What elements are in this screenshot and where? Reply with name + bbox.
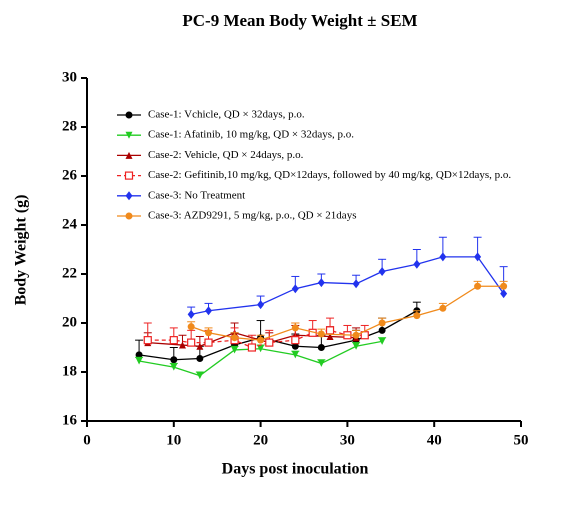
marker <box>247 343 257 352</box>
marker <box>205 329 213 337</box>
marker <box>135 351 143 359</box>
marker <box>143 336 152 345</box>
legend-label: Case-3: No Treatment <box>148 189 245 201</box>
marker <box>196 355 204 363</box>
legend-marker <box>125 131 133 139</box>
legend-marker <box>125 151 133 159</box>
y-tick-label: 18 <box>62 363 77 379</box>
marker <box>439 252 447 262</box>
marker <box>135 357 143 365</box>
marker <box>231 346 239 354</box>
marker <box>187 323 195 331</box>
marker <box>378 267 386 277</box>
x-tick-label: 0 <box>83 432 91 448</box>
marker <box>352 342 360 350</box>
y-tick-label: 30 <box>62 69 77 85</box>
marker <box>170 363 178 371</box>
marker <box>325 326 335 335</box>
y-tick-label: 16 <box>62 412 78 428</box>
x-tick-label: 20 <box>253 432 268 448</box>
marker <box>205 306 213 316</box>
marker <box>257 336 265 344</box>
marker <box>291 351 299 359</box>
marker <box>187 309 195 319</box>
marker <box>500 282 508 290</box>
marker <box>291 342 299 350</box>
marker <box>257 345 265 353</box>
marker <box>169 336 178 345</box>
y-tick-label: 22 <box>62 265 77 281</box>
marker <box>352 331 360 339</box>
x-tick-label: 10 <box>166 432 181 448</box>
marker <box>196 342 204 350</box>
marker <box>317 344 325 351</box>
marker <box>317 359 325 367</box>
marker <box>291 284 299 294</box>
marker <box>187 338 196 347</box>
series-line <box>138 310 418 361</box>
marker <box>291 336 300 345</box>
legend-label: Case-3: AZD9291, 5 mg/kg, p.o., QD × 21d… <box>148 210 356 222</box>
y-tick-label: 24 <box>62 216 78 232</box>
y-axis-label: Body Weight (g) <box>13 195 30 306</box>
chart-title: PC-9 Mean Body Weight ± SEM <box>182 11 417 30</box>
marker <box>474 252 482 262</box>
x-tick-label: 30 <box>340 432 355 448</box>
marker <box>439 304 447 312</box>
marker <box>178 341 186 349</box>
marker <box>500 289 508 299</box>
marker <box>317 278 325 288</box>
x-tick-label: 40 <box>427 432 442 448</box>
marker <box>265 338 274 347</box>
marker <box>291 324 299 332</box>
marker <box>231 334 239 342</box>
marker <box>170 356 178 364</box>
x-axis-label: Days post inoculation <box>222 461 369 478</box>
legend-marker <box>124 171 134 180</box>
marker <box>352 279 360 289</box>
y-tick-label: 20 <box>62 314 77 330</box>
marker <box>378 326 386 334</box>
legend-label: Case-2: Gefitinib,10 mg/kg, QD×12days, f… <box>148 169 511 181</box>
legend-label: Case-2: Vehicle, QD × 24days, p.o. <box>148 149 304 161</box>
marker <box>204 338 213 347</box>
x-tick-label: 50 <box>514 432 529 448</box>
marker <box>413 259 421 269</box>
legend-marker <box>125 212 133 220</box>
y-tick-label: 28 <box>62 118 77 134</box>
marker <box>196 372 204 380</box>
marker <box>378 319 386 327</box>
y-tick-label: 26 <box>62 167 78 183</box>
series-line <box>191 256 505 316</box>
marker <box>413 312 421 320</box>
series-line <box>190 285 504 341</box>
marker <box>317 330 325 338</box>
marker <box>378 337 386 345</box>
legend-label: Case-1: Afatinib, 10 mg/kg, QD × 32days,… <box>148 129 354 141</box>
marker <box>257 300 265 310</box>
marker <box>326 332 334 340</box>
legend-marker <box>125 111 133 119</box>
legend-label: Case-1: Vchicle, QD × 32days, p.o. <box>148 109 305 121</box>
marker <box>474 282 482 290</box>
legend-marker <box>125 191 133 201</box>
